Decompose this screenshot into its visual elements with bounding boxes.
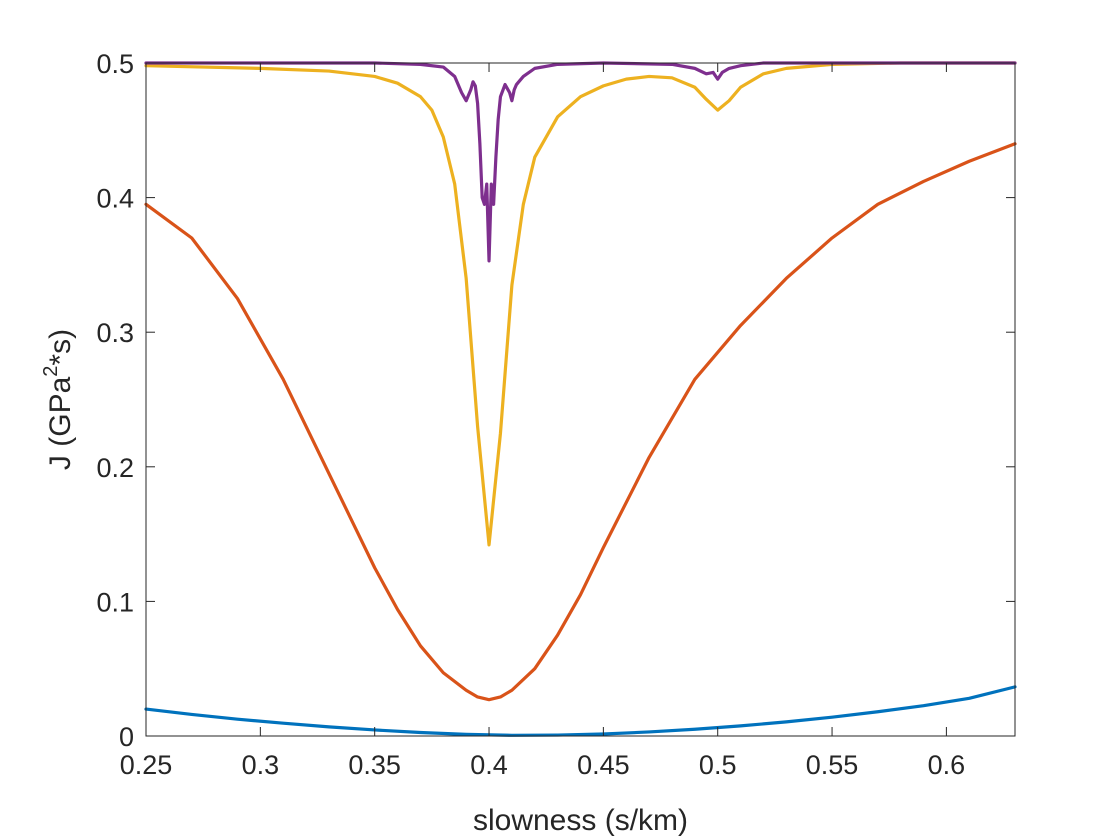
x-tick-label: 0.5: [699, 750, 737, 780]
x-tick-label: 0.3: [242, 750, 280, 780]
y-tick-label: 0.5: [96, 49, 134, 79]
x-tick-label: 0.55: [806, 750, 859, 780]
y-tick-label: 0.2: [96, 453, 134, 483]
y-axis-label-main: J (GPa: [44, 376, 77, 470]
plot-area: [146, 63, 1015, 736]
series-line-3: [144, 61, 1017, 547]
tick-labels-group: 0.25 0.3 0.35 0.4 0.45 0.5 0.55 0.6 0 0.1 0.2 0.3 0.…: [96, 49, 965, 780]
x-tick-label: 0.6: [928, 750, 966, 780]
y-tick-label: 0.3: [96, 318, 134, 348]
y-axis-label-superscript: 2: [40, 366, 62, 377]
y-axis-label-tail: *s): [44, 329, 77, 366]
x-tick-label: 0.45: [577, 750, 630, 780]
series-line-2: [144, 142, 1017, 702]
series-group: [144, 61, 1017, 737]
plot-frame: [145, 62, 1016, 737]
y-axis-label: J (GPa2*s): [40, 329, 77, 470]
x-tick-label: 0.35: [348, 750, 401, 780]
ticks-group: [145, 62, 1015, 737]
y-tick-label: 0: [119, 722, 134, 752]
x-tick-label: 0.25: [120, 750, 173, 780]
series-line-4: [144, 61, 1017, 263]
y-tick-label: 0.4: [96, 184, 134, 214]
y-tick-label: 0.1: [96, 587, 134, 617]
series-line-1: [144, 685, 1017, 737]
x-axis-label: slowness (s/km): [473, 804, 688, 837]
x-tick-label: 0.4: [470, 750, 508, 780]
